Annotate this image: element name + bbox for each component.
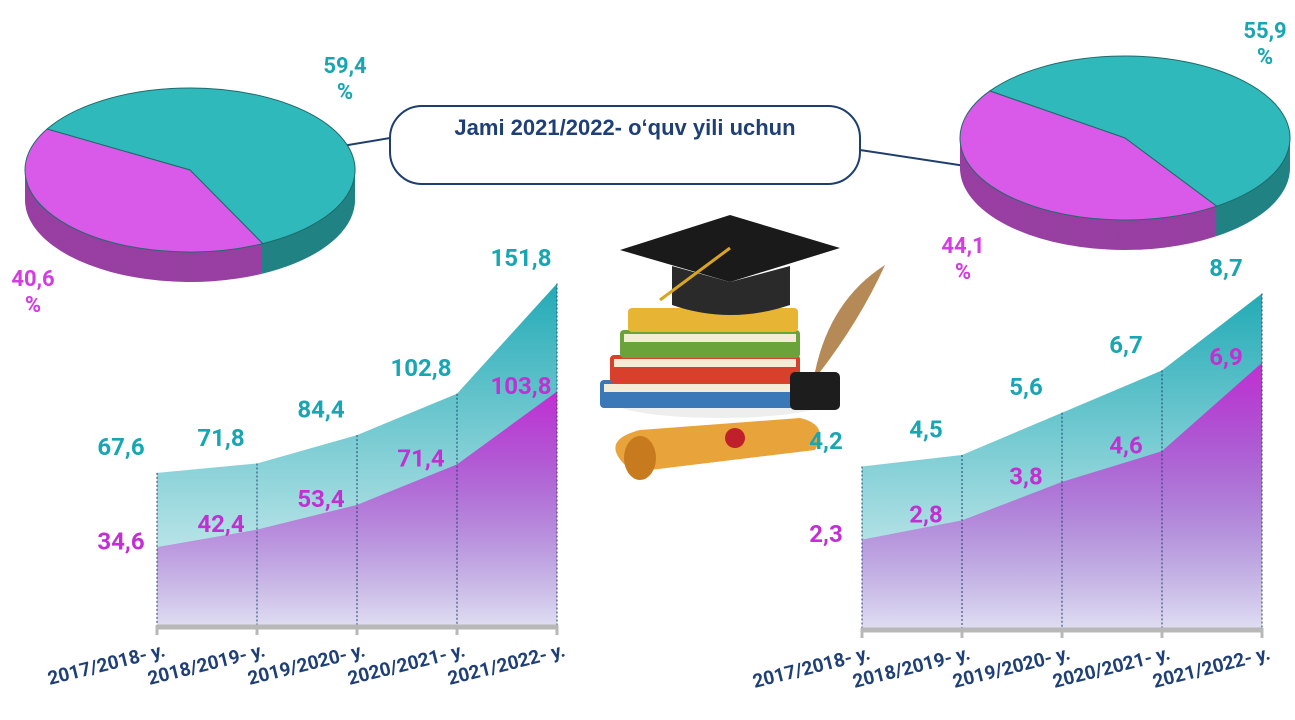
value-label: 8,7 xyxy=(1209,254,1242,282)
value-label: 103,8 xyxy=(491,372,552,400)
value-label: 3,8 xyxy=(1009,462,1042,490)
pie-value-label: 40,6 % xyxy=(11,267,55,318)
pie-slice xyxy=(46,87,356,245)
value-label: 84,4 xyxy=(297,395,344,423)
pie-slice xyxy=(959,90,1218,221)
pie-value-label: 59,4 % xyxy=(323,54,367,105)
value-label: 42,4 xyxy=(197,510,244,538)
value-label: 102,8 xyxy=(391,354,452,382)
value-label: 67,6 xyxy=(97,433,144,461)
area xyxy=(862,362,1262,628)
callout-text: Jami 2021/2022- o‘quv yili uchun xyxy=(454,115,796,140)
value-label: 2,3 xyxy=(809,520,842,548)
value-label: 6,9 xyxy=(1209,343,1242,371)
value-label: 4,2 xyxy=(809,427,842,455)
value-label: 53,4 xyxy=(297,485,344,513)
pie xyxy=(959,55,1291,250)
pie-value-label: 44,1 % xyxy=(941,234,985,285)
value-label: 4,6 xyxy=(1109,431,1142,459)
pie xyxy=(24,87,356,282)
value-label: 4,5 xyxy=(909,415,942,443)
pie-value-label: 55,9 % xyxy=(1243,19,1287,70)
pie-slice xyxy=(988,55,1291,207)
value-label: 71,8 xyxy=(197,424,244,452)
callout-box xyxy=(389,105,861,185)
value-label: 5,6 xyxy=(1009,373,1042,401)
value-label: 71,4 xyxy=(397,445,444,473)
pie-slice xyxy=(24,128,264,253)
graduation-illustration xyxy=(600,215,885,480)
value-label: 6,7 xyxy=(1109,331,1142,359)
value-label: 151,8 xyxy=(491,244,552,272)
value-label: 2,8 xyxy=(909,501,942,529)
value-label: 34,6 xyxy=(97,527,144,555)
